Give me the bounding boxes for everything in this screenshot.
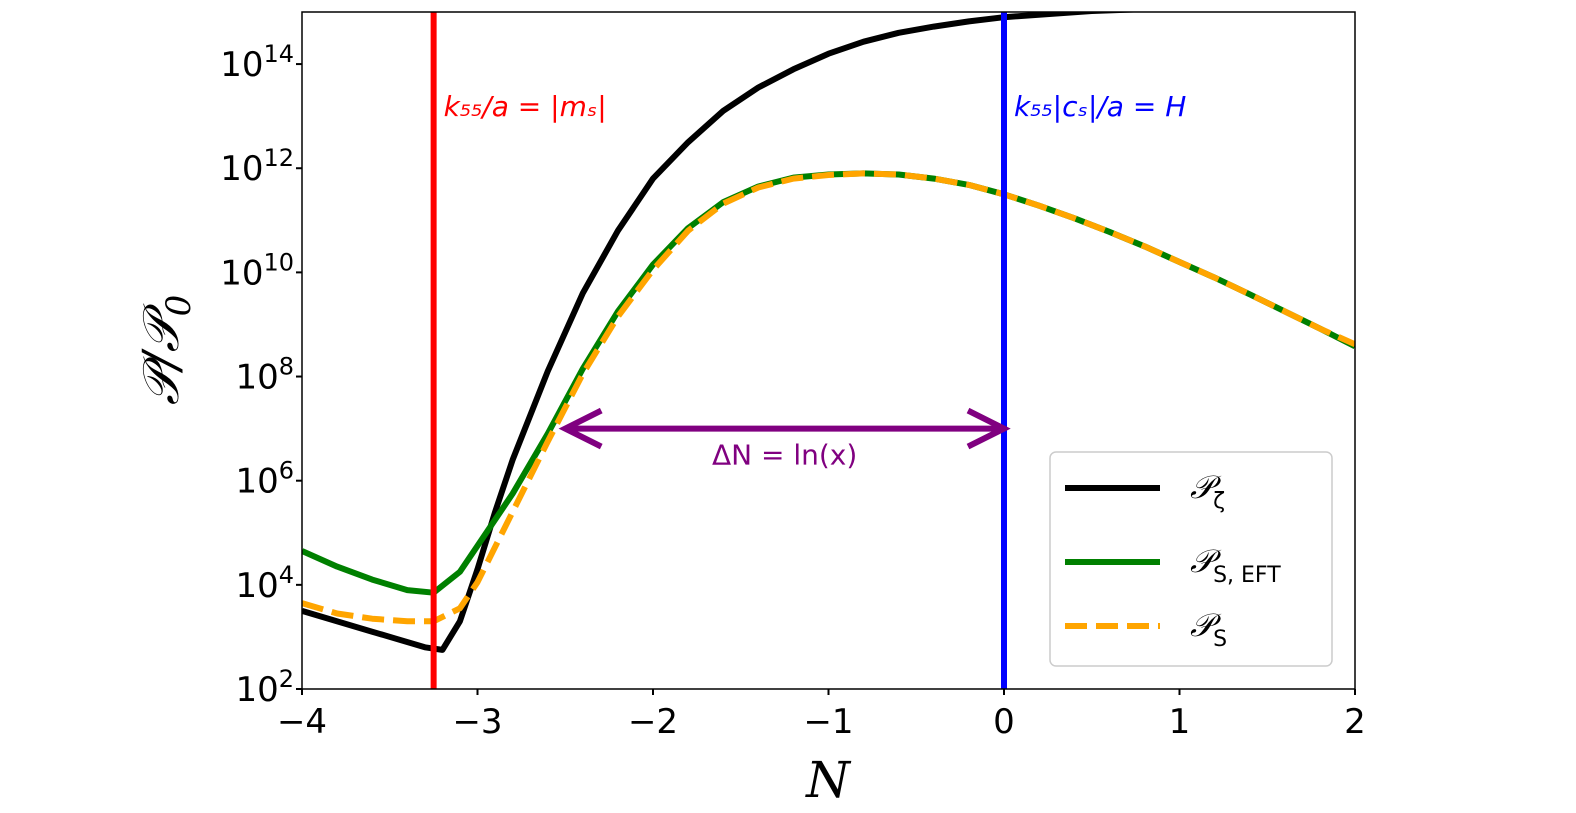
- x-tick-label: −1: [803, 702, 853, 742]
- y-tick-base: 10: [220, 253, 263, 293]
- x-tick-label: 2: [1344, 702, 1366, 742]
- y-tick-exponent: 12: [263, 144, 294, 172]
- y-tick-base: 10: [220, 45, 263, 85]
- plot-area: [302, 12, 1355, 689]
- x-tick-label: 0: [993, 702, 1015, 742]
- y-tick-label: 104: [235, 561, 294, 606]
- y-tick-base: 10: [235, 670, 278, 710]
- vline-label-0: k₅₅/a = |mₛ|: [444, 90, 607, 123]
- y-tick-exponent: 10: [263, 248, 294, 276]
- arrow-label: ΔN = ln(x): [712, 439, 857, 472]
- y-tick-exponent: 2: [279, 665, 294, 693]
- y-tick-label: 1014: [220, 40, 294, 85]
- series-line-0: [302, 12, 1147, 653]
- y-tick-label: 106: [235, 457, 294, 502]
- x-tick-label: 1: [1169, 702, 1191, 742]
- legend-frame: [1049, 451, 1333, 667]
- svg-text:𝒫/𝒫0: 𝒫/𝒫0: [132, 295, 199, 406]
- annotation-layer: k₅₅/a = |mₛ| k₅₅|cₛ|/a = H ΔN = ln(x): [444, 90, 1187, 472]
- y-axis-label-sub: 0: [159, 295, 199, 317]
- x-tick-label: −3: [452, 702, 502, 742]
- x-axis-label: N: [805, 751, 852, 809]
- y-tick-base: 10: [220, 149, 263, 189]
- y-axis-label: 𝒫/𝒫0: [132, 295, 199, 406]
- y-tick-exponent: 14: [263, 40, 294, 68]
- x-tick-label: −4: [277, 702, 327, 742]
- series-line-2: [302, 170, 1355, 625]
- y-tick-label: 1010: [220, 248, 294, 293]
- y-tick-label: 1012: [220, 144, 294, 189]
- y-tick-base: 10: [235, 462, 278, 502]
- arrow-head-right: [966, 407, 1011, 450]
- legend-label-sub: S: [1213, 627, 1227, 652]
- y-tick-label: 108: [235, 353, 294, 398]
- x-axis: −4 −3 −2 −1 0 1 2: [277, 689, 1366, 742]
- y-tick-base: 10: [235, 566, 278, 606]
- y-tick-base: 10: [235, 358, 278, 398]
- y-tick-exponent: 4: [279, 561, 294, 589]
- vline-label-1: k₅₅|cₛ|/a = H: [1014, 90, 1186, 123]
- arrow-head-left: [558, 407, 603, 450]
- y-tick-exponent: 8: [279, 353, 294, 381]
- x-tick-label: −2: [628, 702, 678, 742]
- y-tick-label: 102: [235, 665, 294, 710]
- legend-label-sub: ζ: [1213, 489, 1225, 514]
- y-axis-label-main: 𝒫/𝒫: [132, 303, 190, 405]
- legend-label-sub: S, EFT: [1213, 563, 1281, 588]
- y-tick-exponent: 6: [279, 457, 294, 485]
